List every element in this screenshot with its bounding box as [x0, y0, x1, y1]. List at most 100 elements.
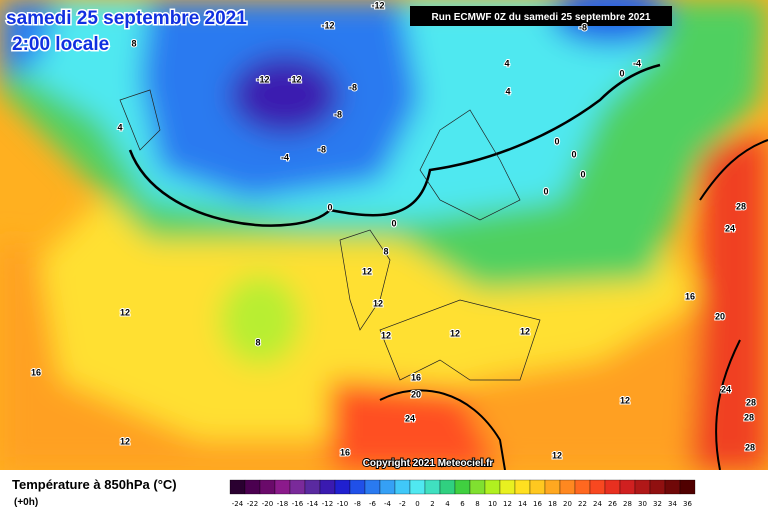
colorbar-label: 22: [578, 500, 587, 508]
contour-label: 28: [745, 442, 755, 452]
colorbar-swatch: [394, 479, 411, 495]
copyright: Copyright 2021 Meteociel.fr: [363, 458, 494, 469]
colorbar-swatch: [514, 479, 531, 495]
coastline: [119, 89, 541, 381]
run-label: Run ECMWF 0Z du samedi 25 septembre 2021: [432, 12, 651, 23]
colorbar-swatch: [484, 479, 501, 495]
colorbar-label: 32: [653, 500, 662, 508]
legend-title: Température à 850hPa (°C): [12, 477, 177, 492]
colorbar-label: -20: [262, 500, 273, 508]
contour-label: 16: [31, 367, 41, 377]
contour-label: 4: [505, 86, 510, 96]
colorbar-swatch: [409, 479, 426, 495]
contour-label: 24: [721, 384, 731, 394]
contour-label: 8: [255, 337, 260, 347]
isotherm: [699, 139, 768, 470]
colorbar-swatch: [604, 479, 621, 495]
colorbar-swatch: [274, 479, 291, 495]
contour-label: 8: [383, 246, 388, 256]
contour-label: 0: [554, 136, 559, 146]
colorbar-label: 36: [683, 500, 692, 508]
contour-label: 24: [725, 223, 735, 233]
contour-label: 12: [620, 395, 630, 405]
contour-label: 0: [391, 218, 396, 228]
colorbar-label: -22: [247, 500, 258, 508]
colorbar-label: 2: [430, 500, 434, 508]
colorbar-swatch: [379, 479, 396, 495]
lead-time: (+0h): [14, 497, 38, 508]
contour-label: 16: [685, 291, 695, 301]
contour-label: 4: [117, 122, 122, 132]
colorbar-swatch: [529, 479, 546, 495]
colorbar-swatch: [649, 479, 666, 495]
colorbar-swatch: [634, 479, 651, 495]
colorbar-label: -24: [232, 500, 244, 508]
contour-label: 24: [405, 413, 415, 423]
colorbar-label: 16: [533, 500, 542, 508]
contour-label: 12: [381, 330, 391, 340]
colorbar-label: 10: [488, 500, 497, 508]
contour-label: 12: [520, 326, 530, 336]
contour-label: 28: [746, 397, 756, 407]
colorbar-label: 8: [475, 500, 479, 508]
contour-label: 12: [362, 266, 372, 276]
contour-label: -8: [579, 22, 587, 32]
colorbar-swatch: [334, 479, 351, 495]
colorbar-swatch: [679, 479, 696, 495]
colorbar-swatch: [454, 479, 471, 495]
colorbar-swatch: [364, 479, 381, 495]
colorbar-label: -6: [369, 500, 377, 508]
colorbar-swatch: [574, 479, 591, 495]
colorbar-swatch: [259, 479, 276, 495]
colorbar-swatch: [289, 479, 306, 495]
colorbar-swatch: [544, 479, 561, 495]
colorbar-swatch: [559, 479, 576, 495]
contour-label: 4: [504, 58, 509, 68]
colorbar-label: -16: [292, 500, 304, 508]
run-box: [410, 6, 672, 26]
colorbar-swatch: [439, 479, 456, 495]
colorbar-label: -2: [399, 500, 406, 508]
contour-label: -12: [321, 20, 334, 30]
colorbar-label: 34: [668, 500, 677, 508]
colorbar-swatch: [229, 479, 246, 495]
colorbar-swatch: [349, 479, 366, 495]
contour-label: 0: [327, 202, 332, 212]
contour-label: 0: [571, 149, 576, 159]
isotherm: [379, 389, 506, 470]
contour-label: 0: [543, 186, 548, 196]
colorbar-label: -12: [322, 500, 333, 508]
colorbar-label: -8: [354, 500, 361, 508]
contour-label: 12: [373, 298, 383, 308]
contour-label: 8: [131, 38, 136, 48]
contour-label: -8: [318, 144, 326, 154]
colorbar-swatch: [589, 479, 606, 495]
colorbar-label: -14: [307, 500, 319, 508]
contour-label: 12: [450, 328, 460, 338]
colorbar-label: -4: [384, 500, 392, 508]
contour-label: -12: [288, 74, 301, 84]
contour-label: -4: [281, 152, 289, 162]
contour-label: 0: [580, 169, 585, 179]
colorbar-label: 4: [445, 500, 450, 508]
colorbar-label: 30: [638, 500, 647, 508]
colorbar-label: 24: [593, 500, 602, 508]
colorbar-label: 26: [608, 500, 617, 508]
contour-label: 16: [411, 372, 421, 382]
zero-isotherm: [128, 63, 661, 227]
colorbar-swatch: [424, 479, 441, 495]
contour-label: 12: [120, 436, 130, 446]
colorbar-label: -10: [337, 500, 348, 508]
colorbar-swatch: [469, 479, 486, 495]
time-title: 2:00 locale: [12, 34, 109, 55]
colorbar-swatch: [319, 479, 336, 495]
contour-label: 28: [736, 201, 746, 211]
date-title: samedi 25 septembre 2021: [6, 8, 247, 29]
colorbar-swatch: [304, 479, 321, 495]
contour-label: 0: [619, 68, 624, 78]
contour-label: 16: [340, 447, 350, 457]
contour-label: -4: [633, 58, 641, 68]
contour-label: 12: [552, 450, 562, 460]
